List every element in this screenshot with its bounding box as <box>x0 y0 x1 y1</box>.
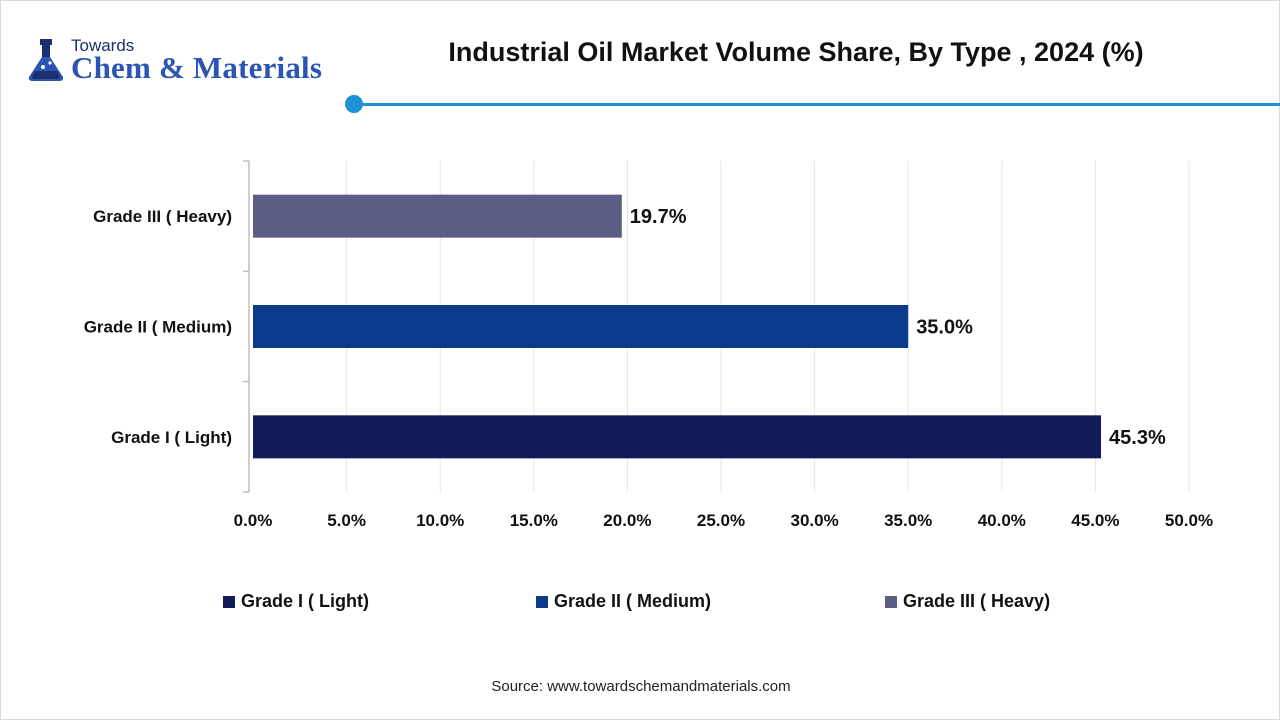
x-tick-label: 5.0% <box>327 511 366 530</box>
legend-item-grade-ii: Grade II ( Medium) <box>536 591 711 612</box>
x-tick-label: 15.0% <box>510 511 558 530</box>
x-tick-label: 0.0% <box>234 511 273 530</box>
flask-logo-icon <box>28 39 64 81</box>
chart-legend: Grade I ( Light) Grade II ( Medium) Grad… <box>1 591 1280 615</box>
title-underline-dot <box>345 95 363 113</box>
x-tick-label: 25.0% <box>697 511 745 530</box>
bar <box>253 194 622 238</box>
legend-label-grade-ii: Grade II ( Medium) <box>554 591 712 611</box>
x-tick-label: 30.0% <box>790 511 838 530</box>
legend-label-grade-iii: Grade III ( Heavy) <box>903 591 1051 611</box>
x-tick-label: 20.0% <box>603 511 651 530</box>
legend-label-grade-i: Grade I ( Light) <box>241 591 369 611</box>
title-underline <box>354 103 1280 106</box>
x-tick-label: 10.0% <box>416 511 464 530</box>
x-tick-label: 35.0% <box>884 511 932 530</box>
x-tick-label: 40.0% <box>978 511 1026 530</box>
bar <box>253 415 1102 459</box>
bar-chart: 0.0% 5.0% 10.0% 15.0% 20.0% 25.0% 30.0% 35.0% 40… <box>84 160 1213 530</box>
legend-item-grade-i: Grade I ( Light) <box>223 591 369 612</box>
x-tick-label: 45.0% <box>1071 511 1119 530</box>
bar <box>253 305 909 348</box>
legend-swatch-grade-ii <box>536 595 548 608</box>
x-tick-label: 50.0% <box>1165 511 1213 530</box>
category-label: Grade I ( Light) <box>111 428 232 447</box>
legend-item-grade-iii: Grade III ( Heavy) <box>885 591 1050 612</box>
logo-text-small: Towards <box>71 36 135 55</box>
legend-swatch-grade-i <box>223 595 235 608</box>
data-label: 45.3% <box>1109 427 1166 449</box>
brand-logo: Towards Chem & Materials <box>23 37 333 89</box>
data-label: 35.0% <box>916 317 973 339</box>
category-label: Grade III ( Heavy) <box>93 207 232 226</box>
legend-swatch-grade-iii <box>885 595 897 608</box>
data-label: 19.7% <box>630 206 687 228</box>
logo-text-large: Chem & Materials <box>71 50 323 85</box>
category-label: Grade II ( Medium) <box>84 318 232 337</box>
chart-title: Industrial Oil Market Volume Share, By T… <box>448 37 1144 67</box>
source-note: Source: www.towardschemandmaterials.com <box>491 678 791 695</box>
